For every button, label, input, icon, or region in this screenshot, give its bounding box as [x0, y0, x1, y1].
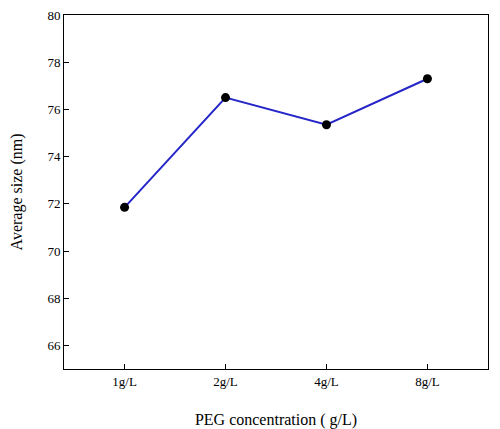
svg-text:70: 70: [47, 244, 60, 259]
svg-text:78: 78: [47, 55, 60, 70]
svg-text:4g/L: 4g/L: [314, 374, 339, 389]
svg-text:72: 72: [47, 196, 60, 211]
svg-text:66: 66: [47, 338, 61, 353]
svg-text:80: 80: [47, 8, 60, 23]
svg-text:2g/L: 2g/L: [213, 374, 238, 389]
svg-text:1g/L: 1g/L: [112, 374, 137, 389]
svg-text:Average size (nm): Average size (nm): [8, 134, 26, 251]
svg-text:76: 76: [47, 102, 61, 117]
svg-text:PEG concentration ( g/L): PEG concentration ( g/L): [195, 411, 357, 429]
svg-text:8g/L: 8g/L: [415, 374, 440, 389]
svg-text:74: 74: [47, 149, 61, 164]
svg-text:68: 68: [47, 291, 60, 306]
